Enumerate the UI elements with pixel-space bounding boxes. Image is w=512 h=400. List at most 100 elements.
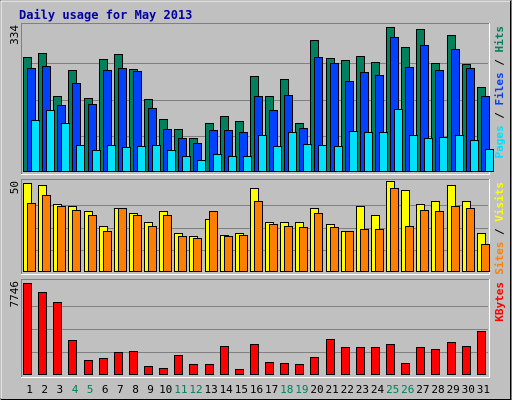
bar-pages-day-25 <box>394 109 403 172</box>
x-tick-day: 21 <box>325 383 338 396</box>
x-tick-day: 30 <box>462 383 475 396</box>
bar-sites-day-8 <box>133 215 142 272</box>
bar-kbytes-day-2 <box>38 292 47 375</box>
legend-entry: Hits <box>493 26 506 53</box>
x-tick-day: 12 <box>189 383 202 396</box>
x-tick-day: 31 <box>477 383 490 396</box>
bar-pages-day-4 <box>76 145 85 172</box>
bar-pages-day-24 <box>379 132 388 172</box>
bar-sites-day-3 <box>57 206 66 272</box>
legend-entry: / <box>493 106 506 126</box>
x-tick-day: 5 <box>87 383 94 396</box>
bar-sites-day-11 <box>178 236 187 272</box>
bar-sites-day-28 <box>435 211 444 272</box>
bar-pages-day-8 <box>137 146 146 172</box>
bar-kbytes-day-12 <box>189 364 198 375</box>
bar-pages-day-18 <box>288 132 297 172</box>
bar-sites-day-6 <box>103 231 112 272</box>
bar-sites-day-19 <box>299 227 308 272</box>
x-tick-day: 6 <box>102 383 109 396</box>
bar-pages-day-13 <box>213 154 222 172</box>
x-tick-day: 24 <box>371 383 385 396</box>
bar-pages-day-23 <box>364 132 373 172</box>
y-max-label: 7746 <box>8 281 21 308</box>
bar-pages-day-30 <box>470 140 479 172</box>
y-max-label: 334 <box>8 25 21 45</box>
bar-sites-day-24 <box>375 229 384 272</box>
x-tick-day: 4 <box>72 383 79 396</box>
x-tick-day: 3 <box>56 383 63 396</box>
bar-kbytes-day-4 <box>68 340 77 375</box>
bar-sites-day-29 <box>451 206 460 272</box>
bar-sites-day-31 <box>481 244 490 272</box>
bar-sites-day-1 <box>27 203 36 272</box>
bar-sites-day-26 <box>405 226 414 272</box>
x-tick-day: 9 <box>147 383 154 396</box>
bar-kbytes-day-13 <box>205 364 214 375</box>
legend-kbytes: KBytes <box>493 282 506 322</box>
bar-sites-day-13 <box>209 211 218 272</box>
panel-hits_files_pages: 334 Pages / Files / Hits <box>8 23 506 175</box>
x-tick-day: 15 <box>235 383 248 396</box>
bar-sites-day-27 <box>420 210 429 272</box>
panel-visits_sites: 50 Sites / Visits <box>8 179 506 275</box>
bar-kbytes-day-8 <box>129 351 138 375</box>
chart-panels: 334 Pages / Files / Hits 50 Sites / Visits 7… <box>8 23 506 378</box>
bar-pages-day-15 <box>243 156 252 172</box>
bar-kbytes-day-5 <box>84 360 93 375</box>
legend-entry: Visits <box>493 182 506 222</box>
bar-sites-day-18 <box>284 226 293 272</box>
x-tick-day: 7 <box>117 383 124 396</box>
x-tick-day: 16 <box>250 383 263 396</box>
bar-pages-day-2 <box>46 110 55 172</box>
bar-kbytes-day-22 <box>341 347 350 375</box>
x-tick-day: 10 <box>159 383 172 396</box>
x-tick-day: 29 <box>447 383 460 396</box>
legend-entry: KBytes <box>493 282 506 322</box>
bar-kbytes-day-1 <box>23 283 32 375</box>
bar-kbytes-day-24 <box>371 347 380 375</box>
bar-sites-day-4 <box>72 210 81 272</box>
bar-pages-day-31 <box>485 149 494 172</box>
bar-kbytes-day-9 <box>144 366 153 375</box>
x-tick-day: 17 <box>265 383 278 396</box>
legend-entry: Sites <box>493 242 506 275</box>
bar-pages-day-5 <box>92 150 101 172</box>
bar-pages-day-22 <box>349 131 358 172</box>
bar-kbytes-day-28 <box>431 349 440 375</box>
bar-kbytes-day-16 <box>250 344 259 375</box>
bar-pages-day-7 <box>122 147 131 172</box>
legend-entry: Files <box>493 72 506 105</box>
bar-kbytes-day-18 <box>280 363 289 375</box>
bar-pages-day-6 <box>107 145 116 172</box>
bar-kbytes-day-17 <box>265 362 274 375</box>
bar-pages-day-28 <box>439 137 448 172</box>
panel-kbytes: 7746 KBytes <box>8 279 506 378</box>
x-tick-day: 13 <box>204 383 217 396</box>
x-tick-day: 19 <box>295 383 308 396</box>
x-tick-day: 23 <box>356 383 369 396</box>
x-tick-day: 14 <box>220 383 234 396</box>
bar-sites-day-7 <box>118 208 127 272</box>
series-sites <box>27 188 490 272</box>
bar-sites-day-14 <box>224 236 233 272</box>
chart-title: Daily usage for May 2013 <box>19 8 192 22</box>
bar-pages-day-14 <box>228 156 237 172</box>
bar-sites-day-5 <box>88 215 97 272</box>
x-tick-day: 26 <box>401 383 414 396</box>
bar-kbytes-day-23 <box>356 347 365 375</box>
y-max-label: 50 <box>8 181 21 194</box>
bar-pages-day-17 <box>273 146 282 172</box>
bar-sites-day-20 <box>314 213 323 272</box>
bar-pages-day-12 <box>197 160 206 172</box>
legend-entry: Pages <box>493 125 506 158</box>
bar-kbytes-day-29 <box>447 342 456 375</box>
x-tick-day: 22 <box>341 383 354 396</box>
series-pages <box>31 109 494 172</box>
legend-entry: / <box>493 222 506 242</box>
bar-kbytes-day-15 <box>235 369 244 375</box>
bar-kbytes-day-7 <box>114 352 123 375</box>
bar-pages-day-9 <box>152 145 161 172</box>
